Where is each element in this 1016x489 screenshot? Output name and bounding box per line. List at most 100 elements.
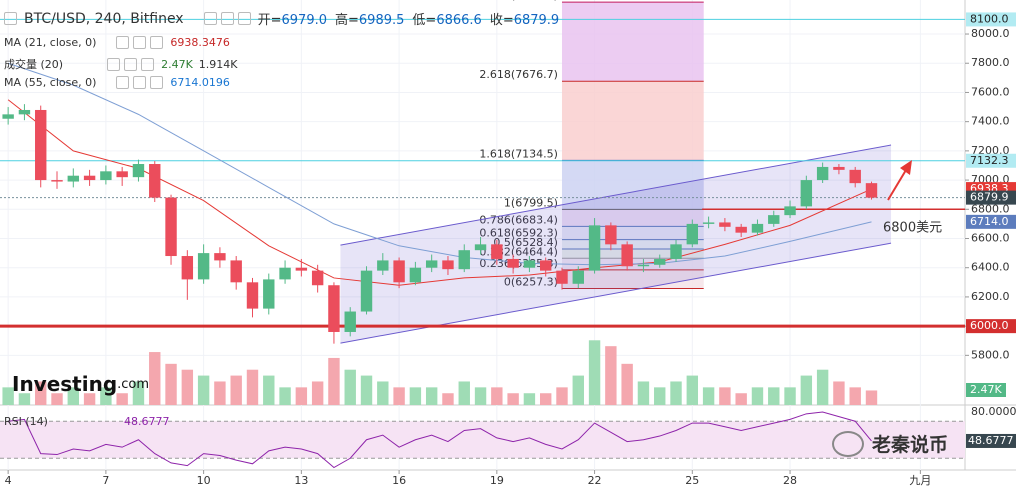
- x-tick-label: 22: [588, 474, 602, 487]
- volume-bar: [719, 387, 731, 405]
- candle-body: [735, 226, 747, 233]
- ohlc-value: 6879.9: [513, 13, 560, 28]
- volume-bar: [263, 375, 275, 405]
- candle-body: [181, 256, 194, 280]
- volume-bar: [149, 352, 161, 405]
- rsi-band: [0, 421, 965, 459]
- volume-bar: [100, 387, 112, 405]
- x-tick-label: 10: [197, 474, 211, 487]
- fib-label: 0(6257.3): [504, 276, 558, 289]
- fib-zone: [561, 81, 704, 161]
- volume-bar: [588, 340, 601, 405]
- candle-body: [670, 244, 682, 259]
- indicator-value: 6938.3476: [170, 36, 230, 49]
- volume-bar: [311, 381, 324, 405]
- candle-body: [393, 260, 405, 283]
- indicator-value: 6714.0196: [170, 76, 230, 89]
- ohlc-label: 收=: [489, 13, 514, 28]
- candle-body: [360, 270, 373, 312]
- x-tick-label: 28: [783, 474, 797, 487]
- y-tick-label: 8000.0: [971, 27, 1010, 40]
- volume-bar: [279, 387, 291, 405]
- fib-zone: [561, 2, 704, 82]
- volume-bar: [654, 387, 666, 405]
- price-tag: [966, 190, 1016, 205]
- candle-body: [523, 260, 536, 268]
- volume-bar: [540, 393, 552, 405]
- volume-bar: [295, 387, 308, 405]
- ohlc-item: 收=6879.9: [490, 9, 559, 28]
- volume-bar: [458, 381, 470, 405]
- volume-bar: [784, 387, 796, 405]
- volume-bar: [246, 369, 259, 405]
- watermark: Investing .com: [12, 372, 149, 396]
- candle-body: [572, 270, 584, 284]
- volume-bar: [197, 375, 210, 405]
- y-tick-label: 6200.0: [971, 290, 1010, 303]
- volume-bar: [605, 346, 617, 405]
- candle-body: [784, 206, 796, 216]
- arrow: [887, 169, 907, 201]
- brand: Investing: [12, 372, 118, 396]
- candle-body: [311, 270, 324, 286]
- volume-bar: [18, 393, 31, 405]
- candle-body: [246, 282, 259, 309]
- indicator-value: 2.47K: [161, 57, 193, 71]
- volume-bar: [344, 369, 356, 405]
- candle-body: [686, 223, 699, 245]
- price-tag: [966, 153, 1016, 168]
- y-tick-label: 6800.0: [971, 202, 1010, 215]
- icons: [203, 12, 252, 25]
- x-tick-label: 16: [392, 474, 406, 487]
- rsi-value: 48.6777: [124, 415, 170, 428]
- icon: [832, 430, 864, 457]
- arrow-head: [900, 160, 912, 175]
- rsi-line: [8, 411, 872, 469]
- volume-bar: [132, 381, 145, 405]
- fib-label: 0.5(6528.4): [493, 236, 558, 249]
- x-tick-label: 25: [685, 474, 699, 487]
- fib-label: 0.618(6592.3): [479, 227, 558, 240]
- candle-body: [344, 311, 356, 332]
- fib-zone: [561, 160, 704, 210]
- indicator-name: 成交量 (20): [4, 58, 64, 71]
- price-tag-label: 8100.0: [970, 12, 1009, 25]
- fib-label: 3.618(8218.8): [479, 0, 558, 2]
- volume-bar: [83, 393, 96, 405]
- candle-body: [540, 260, 552, 271]
- price-tag: [966, 12, 1016, 27]
- candle-body: [588, 225, 601, 271]
- volume-bar: [409, 387, 422, 405]
- volume-bar: [556, 387, 568, 405]
- candle-body: [621, 244, 633, 267]
- candle-body: [474, 244, 487, 251]
- volume-bar: [523, 393, 536, 405]
- volume-bar: [751, 387, 764, 405]
- volume-bar: [800, 375, 813, 405]
- y-tick-label: 6600.0: [971, 232, 1010, 245]
- candle-body: [605, 225, 617, 245]
- volume-bar: [51, 393, 63, 405]
- price-tag: [966, 319, 1016, 334]
- fib-zone: [561, 209, 704, 227]
- volume-bar: [474, 387, 487, 405]
- candle-body: [719, 222, 731, 227]
- ohlc-item: 高=6989.5: [335, 9, 404, 28]
- y-tick-label: 7400.0: [971, 115, 1010, 128]
- volume-bar: [35, 381, 47, 405]
- price-tag-label: 6714.0: [970, 215, 1009, 228]
- volume-bar: [181, 369, 194, 405]
- candle-body: [816, 166, 829, 181]
- candle-body: [328, 285, 340, 332]
- candle-body: [491, 244, 503, 259]
- candle-body: [425, 260, 438, 268]
- volume-bar: [328, 357, 340, 405]
- indicator-row: MA (55, close, 0) 6714.0196: [4, 76, 230, 89]
- candle-body: [2, 114, 14, 119]
- indicator-row: MA (21, close, 0) 6938.3476: [4, 36, 230, 49]
- ohlc-label: 高=: [335, 13, 359, 28]
- x-tick-label: 4: [5, 474, 12, 487]
- volume-tag-label: 2.47K: [970, 383, 1002, 396]
